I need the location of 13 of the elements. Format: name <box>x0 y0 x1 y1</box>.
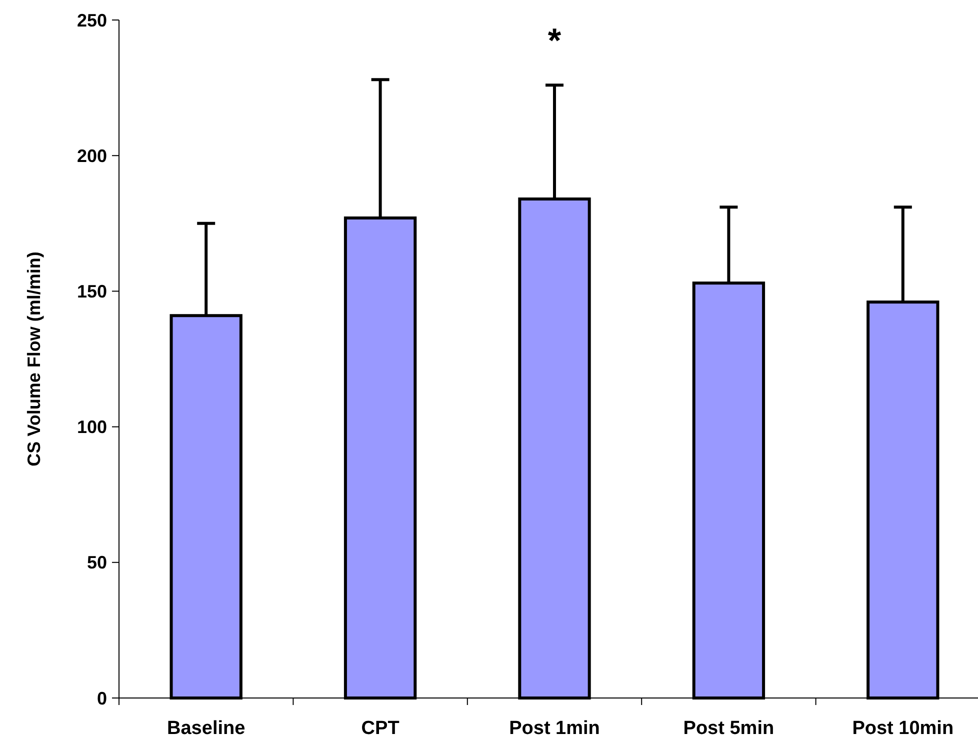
y-tick-label: 200 <box>76 146 107 166</box>
y-tick-label: 150 <box>76 282 107 302</box>
y-tick-label: 250 <box>76 10 107 30</box>
y-tick-label: 0 <box>96 688 107 708</box>
annotation: * <box>548 22 562 60</box>
x-tick-label: Baseline <box>167 718 246 739</box>
y-tick-label: 50 <box>86 552 107 573</box>
x-tick-label: Post 1min <box>509 718 600 739</box>
y-axis-title: CS Volume Flow (ml/min) <box>24 252 44 466</box>
y-tick-label: 100 <box>76 417 107 438</box>
x-tick-label: Post 10min <box>852 718 954 739</box>
x-tick-label: CPT <box>361 718 400 739</box>
x-tick-label: Post 5min <box>683 718 774 739</box>
